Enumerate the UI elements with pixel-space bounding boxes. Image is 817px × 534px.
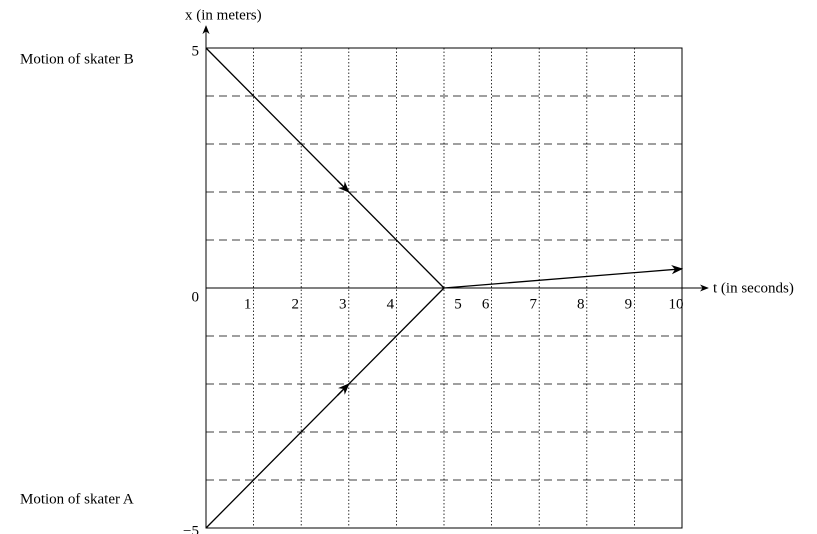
x-tick-label: 5: [454, 296, 462, 312]
x-tick-label: 6: [482, 296, 490, 312]
x-tick-label: 7: [529, 296, 537, 312]
y-axis-label: x (in meters): [185, 7, 262, 23]
series-label: Motion of skater A: [20, 491, 134, 507]
direction-arrow: [337, 180, 350, 193]
x-tick-label: 2: [291, 296, 299, 312]
y-tick-label: −5: [183, 523, 199, 534]
y-tick-label: 0: [192, 289, 200, 305]
series-line: [205, 47, 445, 289]
direction-arrow: [337, 383, 350, 396]
series-line: [443, 264, 684, 289]
x-tick-label: 1: [244, 296, 252, 312]
x-tick-label: 9: [625, 296, 633, 312]
x-tick-label: 4: [387, 296, 395, 312]
x-axis-label: t (in seconds): [713, 280, 794, 296]
series-label: Motion of skater B: [20, 51, 134, 67]
x-tick-label: 10: [669, 296, 684, 312]
series-line: [205, 287, 445, 529]
x-tick-label: 8: [577, 296, 585, 312]
x-tick-label: 3: [339, 296, 347, 312]
y-tick-label: 5: [192, 43, 200, 59]
